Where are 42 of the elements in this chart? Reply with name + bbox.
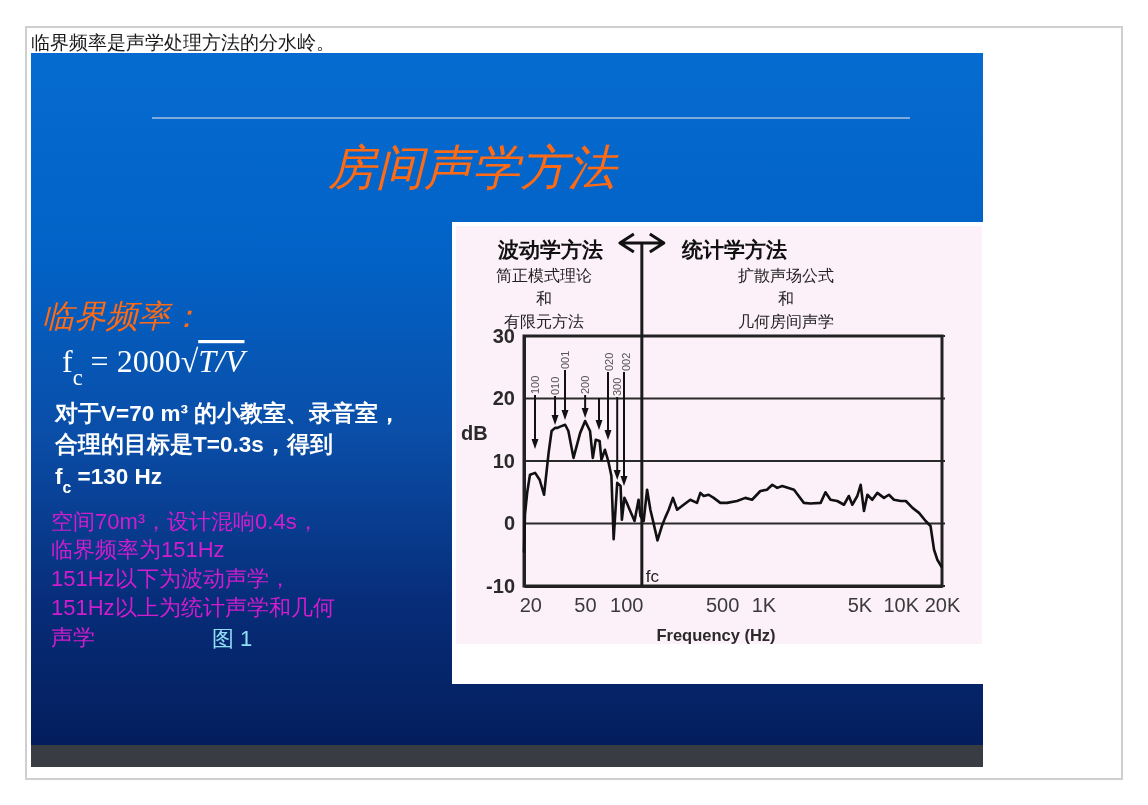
x-tick-label: 20	[519, 594, 542, 617]
annotation: 002	[619, 352, 632, 371]
text: 波动学方法	[496, 238, 603, 261]
text: 临界频率为151Hz	[51, 537, 225, 562]
y-tick-label: 10	[492, 449, 515, 472]
annotation: 020	[602, 352, 615, 371]
text: f$_{c}$ = 2000√T/V	[62, 343, 248, 390]
y-tick-label: -10	[486, 574, 515, 597]
text: f$_{c}$ =130 Hz	[55, 464, 162, 496]
annotation: 300	[610, 377, 623, 396]
x-tick-label: 10K	[883, 594, 920, 617]
text: 和	[778, 290, 794, 307]
x-tick-label: 500	[705, 594, 740, 617]
text: 临界频率是声学处理方法的分水岭。	[31, 32, 335, 53]
text: 空间70m³，设计混响0.4s，	[51, 509, 319, 534]
annotation: 010	[549, 376, 562, 395]
x-tick-label: 20K	[924, 594, 961, 617]
text: 临界频率：	[42, 298, 202, 334]
text: 和	[536, 290, 552, 307]
y-tick-label: 20	[492, 387, 515, 410]
text: 几何房间声学	[738, 313, 834, 330]
x-tick-label: 50	[574, 594, 597, 617]
y-tick-label: 0	[503, 512, 515, 535]
text: 151Hz以上为统计声学和几何	[51, 595, 335, 620]
annotation: 200	[579, 375, 592, 394]
y-axis-title: dB	[461, 422, 488, 444]
ref-line-label: fc	[645, 567, 660, 586]
annotation: 001	[559, 350, 571, 369]
chart-title: 房间声学方法	[328, 141, 619, 194]
x-tick-label: 1K	[751, 594, 777, 617]
text: 统计学方法	[680, 238, 787, 261]
x-tick-label: 100	[610, 594, 644, 617]
text: 声学	[51, 625, 95, 650]
caption: 图 1	[212, 626, 253, 651]
text: 对于V=70 m³ 的小教室、录音室，	[54, 400, 402, 426]
x-axis-title: Frequency (Hz)	[656, 626, 776, 644]
text: 扩散声场公式	[738, 267, 834, 284]
x-tick-label: 5K	[847, 594, 873, 617]
annotation: 100	[529, 375, 541, 394]
text: 合理的目标是T=0.3s，得到	[54, 432, 333, 457]
text: 151Hz以下为波动声学，	[51, 566, 291, 591]
text: 简正模式理论	[496, 267, 592, 284]
